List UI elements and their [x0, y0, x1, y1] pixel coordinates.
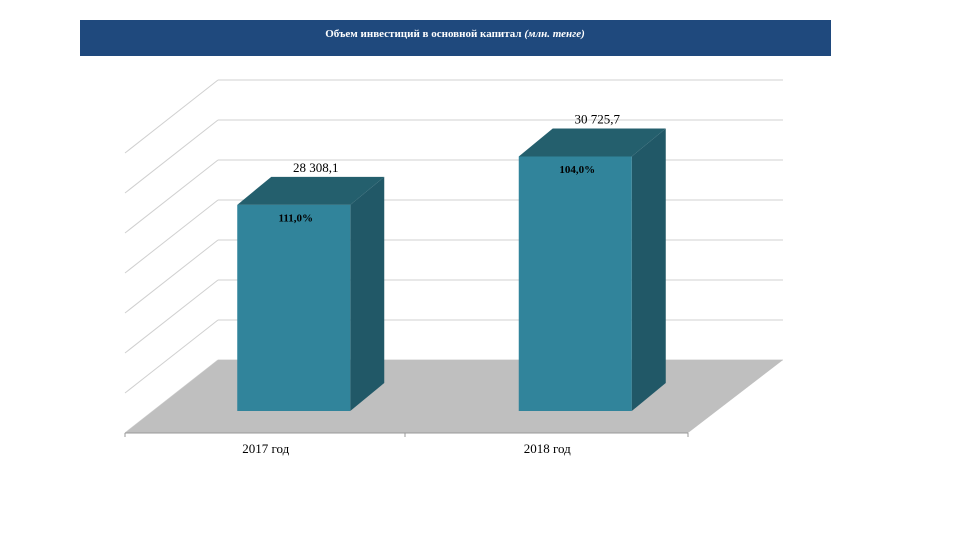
- bar: [237, 204, 351, 411]
- bar-side: [631, 128, 666, 411]
- grid-line-side: [124, 159, 219, 234]
- bar-top: [518, 128, 666, 157]
- bar-top: [237, 176, 385, 205]
- chart-title: Объем инвестиций в основной капитал: [325, 28, 521, 40]
- grid-line-side: [124, 239, 219, 314]
- x-tick-label: 2018 год: [524, 441, 571, 456]
- inner-label: 104,0%: [559, 164, 595, 176]
- grid-line-side: [124, 279, 219, 354]
- chart-unit: (млн. тенге): [524, 28, 584, 40]
- grid-line-side: [124, 79, 219, 154]
- x-tick-label: 2017 год: [242, 441, 289, 456]
- grid-line-side: [124, 199, 219, 274]
- floor: [125, 360, 783, 433]
- bar-side: [350, 176, 385, 411]
- title-bar: [80, 20, 831, 56]
- grid-line-side: [124, 319, 219, 394]
- bar: [518, 156, 632, 411]
- value-label: 28 308,1: [293, 160, 339, 175]
- inner-label: 111,0%: [278, 212, 313, 224]
- grid-line-side: [124, 119, 219, 194]
- value-label: 30 725,7: [575, 111, 621, 126]
- chart-title-group: Объем инвестиций в основной капитал (млн…: [325, 28, 585, 40]
